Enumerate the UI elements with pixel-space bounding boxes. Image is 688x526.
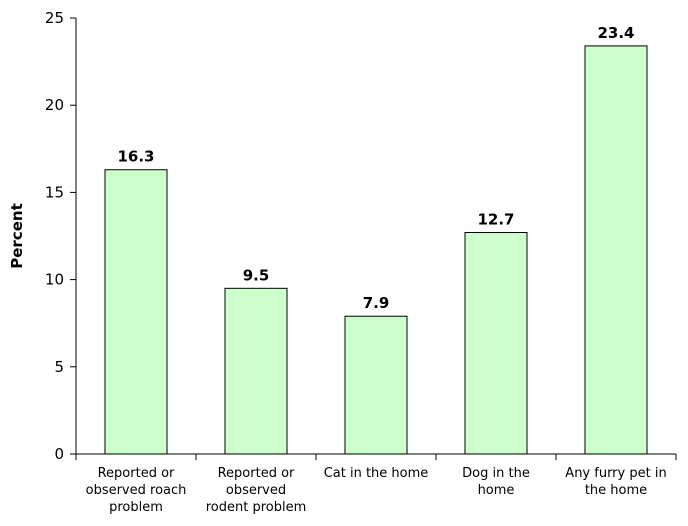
y-axis: 0 5 10 15 20 25 <box>45 9 77 463</box>
data-label: 7.9 <box>363 294 390 312</box>
data-label: 23.4 <box>597 24 634 42</box>
x-tick-label-line: Any furry pet in <box>565 466 666 481</box>
x-tick-label-line: Dog in the <box>462 466 530 481</box>
x-tick-label-line: observed roach <box>86 483 187 498</box>
x-tick-label-line: Reported or <box>98 466 175 481</box>
x-tick-label: Reported or observed roach problem <box>86 466 187 515</box>
x-tick-label-line: Cat in the home <box>324 466 429 481</box>
bars <box>104 45 648 455</box>
y-tick-label: 10 <box>45 271 64 289</box>
bar <box>584 45 648 455</box>
data-label: 16.3 <box>117 148 154 166</box>
y-tick-label: 15 <box>45 183 64 201</box>
data-label: 9.5 <box>243 266 270 284</box>
bar <box>344 315 408 455</box>
x-tick-label: Reported or observed rodent problem <box>206 466 307 515</box>
x-tick-label: Any furry pet in the home <box>565 466 666 498</box>
x-tick-label-line: rodent problem <box>206 500 307 515</box>
data-label: 12.7 <box>477 211 514 229</box>
x-tick-label: Dog in the home <box>462 466 530 498</box>
x-tick-label-line: the home <box>585 483 647 498</box>
x-tick-label-line: problem <box>109 500 163 515</box>
y-axis-title: Percent <box>8 203 26 268</box>
x-tick-label-line: observed <box>226 483 286 498</box>
data-labels: 16.3 9.5 7.9 12.7 23.4 <box>117 24 634 312</box>
x-axis: Reported or observed roach problemReported… <box>75 453 677 515</box>
bar <box>224 287 288 455</box>
x-tick-label-line: home <box>478 483 515 498</box>
y-tick-label: 5 <box>54 358 64 376</box>
x-tick-label-line: Reported or <box>218 466 295 481</box>
y-tick-label: 20 <box>45 96 64 114</box>
x-tick-label: Cat in the home <box>324 466 429 481</box>
bar <box>104 169 168 455</box>
y-tick-label: 0 <box>54 445 64 463</box>
bar <box>464 232 528 455</box>
y-tick-label: 25 <box>45 9 64 27</box>
